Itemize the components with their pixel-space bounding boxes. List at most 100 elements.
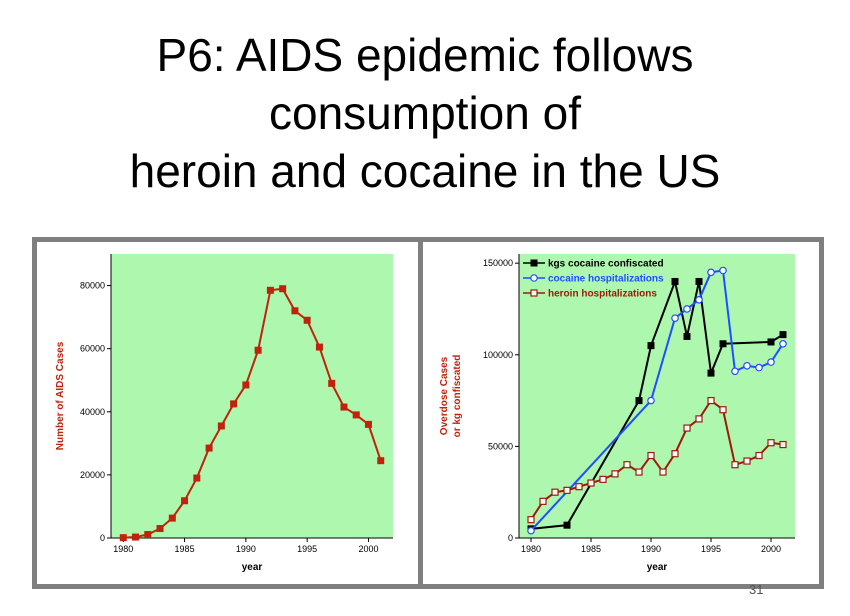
legend-marker bbox=[530, 259, 538, 267]
y-tick-label: 60000 bbox=[80, 344, 105, 354]
y-tick-label: 40000 bbox=[80, 407, 105, 417]
series-line bbox=[123, 287, 382, 539]
data-point bbox=[217, 422, 225, 430]
data-point bbox=[193, 474, 201, 482]
data-point bbox=[731, 367, 739, 376]
data-point bbox=[315, 343, 323, 351]
data-point bbox=[168, 514, 176, 522]
legend-label: cocaine hospitalizations bbox=[548, 274, 664, 285]
data-point bbox=[695, 296, 703, 304]
data-point bbox=[623, 461, 631, 469]
data-point bbox=[181, 497, 189, 505]
y-tick-label: 50000 bbox=[488, 441, 513, 451]
data-point bbox=[230, 400, 238, 408]
data-point bbox=[671, 450, 679, 458]
data-point bbox=[539, 497, 547, 505]
x-tick-label: 1990 bbox=[236, 544, 256, 554]
data-point bbox=[551, 488, 559, 496]
data-point bbox=[291, 307, 299, 315]
data-point bbox=[527, 526, 535, 535]
data-point bbox=[767, 439, 775, 447]
series-line bbox=[530, 399, 784, 521]
data-point bbox=[671, 314, 679, 322]
title-line-3: heroin and cocaine in the US bbox=[129, 145, 721, 197]
y-tick-label: 0 bbox=[100, 533, 105, 543]
data-point bbox=[635, 468, 643, 476]
x-axis-label: year bbox=[647, 562, 668, 573]
aids-chart-panel: 1980 1985 1990 1995 2000 0 20000 40000 60000 8000… bbox=[32, 237, 424, 589]
aids-chart: 1980 1985 1990 1995 200002000040000600008000… bbox=[55, 254, 393, 573]
data-point bbox=[364, 420, 372, 428]
data-point bbox=[707, 369, 715, 377]
x-tick-label: 1990 bbox=[641, 544, 661, 554]
data-point bbox=[119, 534, 127, 542]
data-point bbox=[599, 475, 607, 483]
data-point bbox=[683, 305, 691, 313]
data-point bbox=[707, 268, 715, 277]
data-point bbox=[743, 457, 751, 465]
data-point bbox=[695, 277, 703, 285]
data-point bbox=[266, 286, 274, 294]
data-point bbox=[647, 451, 655, 460]
title-line-2: consumption of bbox=[269, 87, 581, 139]
data-point bbox=[671, 277, 679, 285]
data-point bbox=[659, 468, 667, 476]
y-tick-label: 150000 bbox=[483, 258, 513, 268]
data-point bbox=[695, 415, 703, 423]
data-point bbox=[254, 346, 262, 354]
data-point bbox=[719, 406, 727, 414]
x-tick-label: 1985 bbox=[581, 544, 601, 554]
data-point bbox=[340, 403, 348, 411]
y-tick-label: 80000 bbox=[80, 281, 105, 291]
x-tick-label: 2000 bbox=[358, 544, 378, 554]
data-point bbox=[719, 340, 727, 348]
data-point bbox=[279, 285, 287, 293]
overdose-chart-panel: 1980 1985 1990 1995 2000 0 50000 100000 150000 ye… bbox=[418, 237, 824, 589]
y-tick-label: 20000 bbox=[80, 470, 105, 480]
title-line-1: P6: AIDS epidemic follows bbox=[156, 29, 694, 81]
data-point bbox=[731, 461, 739, 469]
data-point bbox=[132, 533, 140, 541]
data-point bbox=[352, 411, 360, 419]
legend-label: kgs cocaine confiscated bbox=[548, 259, 664, 270]
y-tick-label: 0 bbox=[508, 533, 513, 543]
data-point bbox=[767, 338, 775, 346]
data-point bbox=[779, 331, 787, 339]
data-point bbox=[719, 266, 727, 275]
data-point bbox=[328, 379, 336, 387]
data-point bbox=[743, 361, 751, 370]
data-point bbox=[647, 396, 655, 405]
slide-title: P6: AIDS epidemic follows consumption of… bbox=[0, 26, 850, 200]
data-point bbox=[242, 381, 250, 389]
data-point bbox=[563, 521, 571, 529]
data-point bbox=[647, 342, 655, 350]
data-point bbox=[683, 424, 691, 432]
overdose-chart: 1980 1985 1990 1995 2000 0 50000 100000 150000 ye… bbox=[439, 254, 795, 573]
data-point bbox=[707, 396, 715, 405]
data-point bbox=[377, 457, 385, 465]
data-point bbox=[683, 332, 691, 340]
legend-marker bbox=[530, 274, 538, 282]
data-point bbox=[303, 316, 311, 324]
data-point bbox=[611, 470, 619, 478]
data-point bbox=[527, 516, 535, 524]
data-point bbox=[779, 440, 787, 449]
x-tick-label: 2000 bbox=[761, 544, 781, 554]
data-point bbox=[205, 444, 213, 452]
y-axis-label: Overdose Cases bbox=[439, 356, 450, 435]
x-tick-label: 1995 bbox=[701, 544, 721, 554]
x-tick-label: 1980 bbox=[521, 544, 541, 554]
data-point bbox=[779, 339, 787, 348]
page-number: 31 bbox=[749, 582, 764, 597]
legend-label: heroin hospitalizations bbox=[548, 289, 657, 300]
data-point bbox=[575, 483, 583, 491]
data-point bbox=[635, 397, 643, 405]
data-point bbox=[755, 363, 763, 372]
y-axis-label: or kg confiscated bbox=[452, 355, 463, 438]
data-point bbox=[563, 486, 571, 494]
x-tick-label: 1980 bbox=[113, 544, 133, 554]
x-axis-label: year bbox=[242, 562, 263, 573]
x-tick-label: 1995 bbox=[297, 544, 317, 554]
data-point bbox=[144, 531, 152, 539]
data-point bbox=[156, 525, 164, 533]
